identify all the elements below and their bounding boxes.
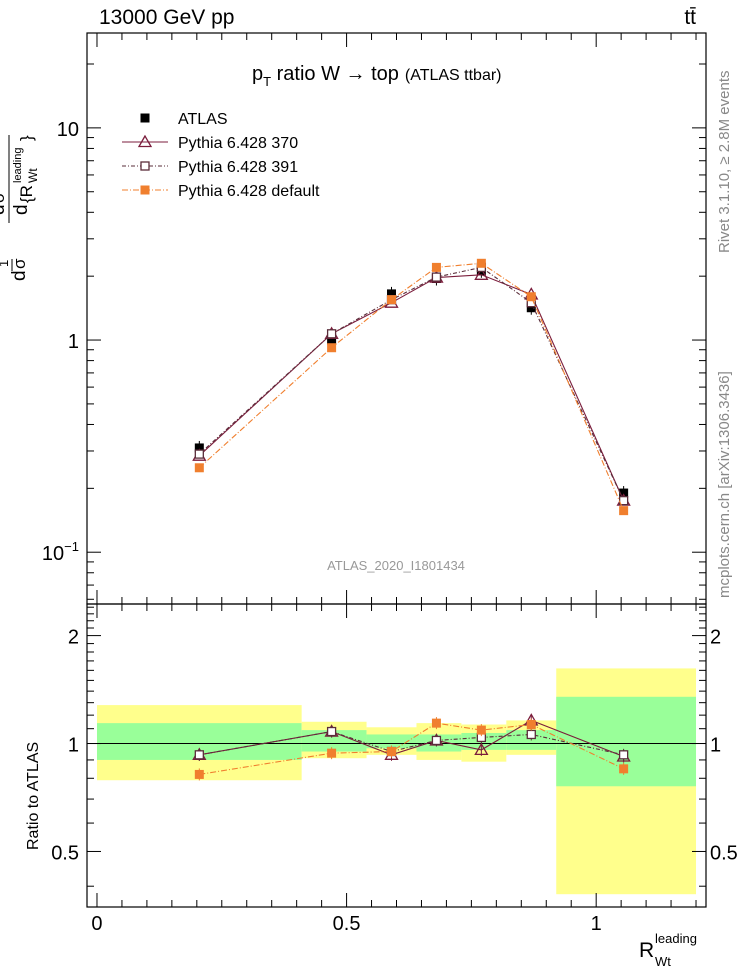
ratio-y-tick-label-left: 0.5 — [51, 842, 79, 864]
legend-label-1: Pythia 6.428 370 — [178, 135, 298, 152]
svg-text:{R: {R — [17, 185, 36, 203]
svg-text:leading: leading — [655, 931, 697, 946]
ratio-point-1-3 — [431, 735, 442, 746]
svg-text:d: d — [11, 204, 32, 215]
main-y-tick-label: 1 — [68, 331, 79, 353]
legend-label-0: ATLAS — [178, 111, 228, 128]
x-tick-label: 0 — [91, 913, 102, 935]
legend-label-2: Pythia 6.428 391 — [178, 159, 298, 176]
ratio-band-stat-1 — [301, 730, 367, 752]
header-right: tt̄ — [684, 6, 696, 29]
ratio-y-tick-label-left: 1 — [68, 735, 79, 757]
main-point-3-3 — [431, 262, 441, 272]
ratio-point-2-5 — [526, 720, 536, 730]
svg-text:Wt: Wt — [655, 954, 671, 969]
legend-marker-2 — [140, 161, 150, 171]
legend-marker-1 — [137, 134, 153, 148]
ratio-point-2-0 — [194, 769, 204, 779]
ratio-y-tick-label-left: 2 — [68, 627, 79, 649]
main-point-0-0 — [194, 443, 204, 453]
ratio-y-tick-label-right: 2 — [710, 627, 721, 649]
svg-text:d: d — [9, 270, 30, 281]
main-point-0-5 — [526, 303, 536, 313]
ratio-band-stat-2 — [366, 734, 417, 749]
header-left: 13000 GeV pp — [99, 6, 235, 29]
main-series-line-2 — [198, 266, 625, 501]
ratio-point-1-6 — [618, 750, 629, 760]
ratio-point-0-4 — [474, 742, 489, 756]
main-point-3-1 — [327, 343, 337, 353]
x-tick-label: 1 — [591, 913, 602, 935]
svg-text:leading: leading — [12, 148, 24, 183]
main-point-3-2 — [387, 295, 397, 305]
main-point-2-0 — [194, 449, 204, 459]
ratio-point-1-0 — [194, 750, 204, 760]
svg-text:R: R — [639, 939, 654, 962]
main-y-tick-label: 10 — [57, 119, 79, 141]
svg-text:σ: σ — [0, 192, 8, 203]
main-y-tick-label: 10−1 — [42, 539, 79, 565]
ratio-y-tick-label-right: 0.5 — [710, 842, 738, 864]
ratio-point-2-4 — [476, 725, 486, 735]
ratio-y-tick-label-right: 1 — [710, 735, 721, 757]
main-point-0-6 — [619, 488, 629, 498]
svg-text:}: } — [17, 135, 36, 141]
main-point-2-3 — [431, 272, 442, 282]
ratio-point-2-3 — [431, 718, 441, 728]
legend: ATLAS Pythia 6.428 370 Pythia 6.428 391 Pyt… — [122, 111, 320, 200]
main-point-3-5 — [526, 292, 536, 302]
x-tick-label: 0.5 — [333, 913, 361, 935]
ratio-point-2-2 — [387, 747, 397, 757]
svg-text:Wt: Wt — [26, 168, 40, 183]
main-point-3-4 — [476, 258, 486, 268]
main-series-line-1 — [198, 274, 625, 501]
main-point-0-1 — [327, 335, 337, 345]
svg-text:d: d — [0, 204, 9, 215]
svg-text:1: 1 — [0, 260, 11, 267]
main-point-3-6 — [619, 506, 629, 516]
ratio-point-1-5 — [526, 729, 536, 740]
main-point-1-4 — [474, 267, 489, 280]
analysis-label: ATLAS_2020_I1801434 — [327, 558, 465, 573]
ratio-point-2-1 — [327, 748, 337, 758]
ratio-y-axis-label: Ratio to ATLAS — [25, 742, 42, 850]
main-point-2-1 — [326, 329, 337, 339]
x-axis-label: R leading Wt — [639, 931, 697, 969]
main-y-axis-label: d {R Wt leading } d σ fid d σ 1 — [0, 135, 40, 281]
legend-marker-3 — [140, 185, 150, 195]
legend-label-3: Pythia 6.428 default — [178, 183, 320, 200]
legend-marker-0 — [140, 113, 150, 123]
main-title: pT ratio W → top (ATLAS ttbar) — [252, 63, 502, 89]
main-point-3-0 — [194, 463, 204, 473]
main-point-0-2 — [387, 289, 397, 299]
main-series-line-3 — [198, 262, 625, 511]
ratio-frame — [86, 603, 707, 908]
ratio-point-2-6 — [619, 764, 629, 774]
svg-text:σ: σ — [10, 258, 29, 269]
ratio-point-1-1 — [326, 726, 337, 737]
